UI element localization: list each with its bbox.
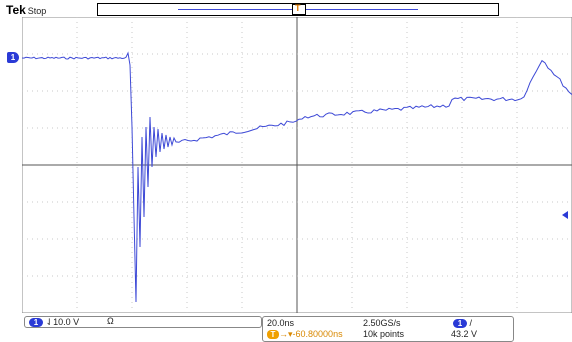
ch1-badge: 1: [29, 318, 43, 328]
trigger-arrow-icon: →▾: [279, 329, 293, 339]
ch1-ground-marker[interactable]: 1: [7, 52, 19, 63]
ch1-waveform-trace: [22, 51, 572, 303]
coupling-icon: ⇃: [45, 317, 54, 327]
trigger-slope-icon: /: [469, 318, 473, 328]
run-state: Stop: [27, 6, 47, 16]
ch1-scale: 10.0 V: [53, 317, 80, 327]
channel-readout-box[interactable]: 1 ⇃10.0 V Ω: [24, 316, 262, 328]
trigger-position: -60.80000ns: [292, 329, 343, 339]
acquisition-readout-box[interactable]: 20.0ns T →▾-60.80000ns 2.50GS/s 10k point…: [262, 316, 514, 342]
record-view-bar[interactable]: T: [97, 3, 499, 16]
trigger-badge: T: [267, 330, 279, 340]
record-trigger-marker: T: [295, 3, 301, 13]
waveform-graticule: [22, 17, 572, 313]
timebase-value: 20.0ns: [267, 318, 295, 328]
trigger-level-marker[interactable]: [562, 211, 568, 219]
trigger-level: 43.2 V: [451, 329, 478, 339]
record-view-window[interactable]: [292, 4, 306, 15]
brand-text: Tek: [6, 3, 26, 17]
brand-label: Tek Stop: [6, 3, 46, 17]
trigger-source-badge: 1: [453, 319, 467, 329]
graticule-grid: [22, 17, 572, 313]
impedance-icon: Ω: [107, 316, 114, 326]
record-length: 10k points: [363, 329, 405, 339]
sample-rate: 2.50GS/s: [363, 318, 401, 328]
